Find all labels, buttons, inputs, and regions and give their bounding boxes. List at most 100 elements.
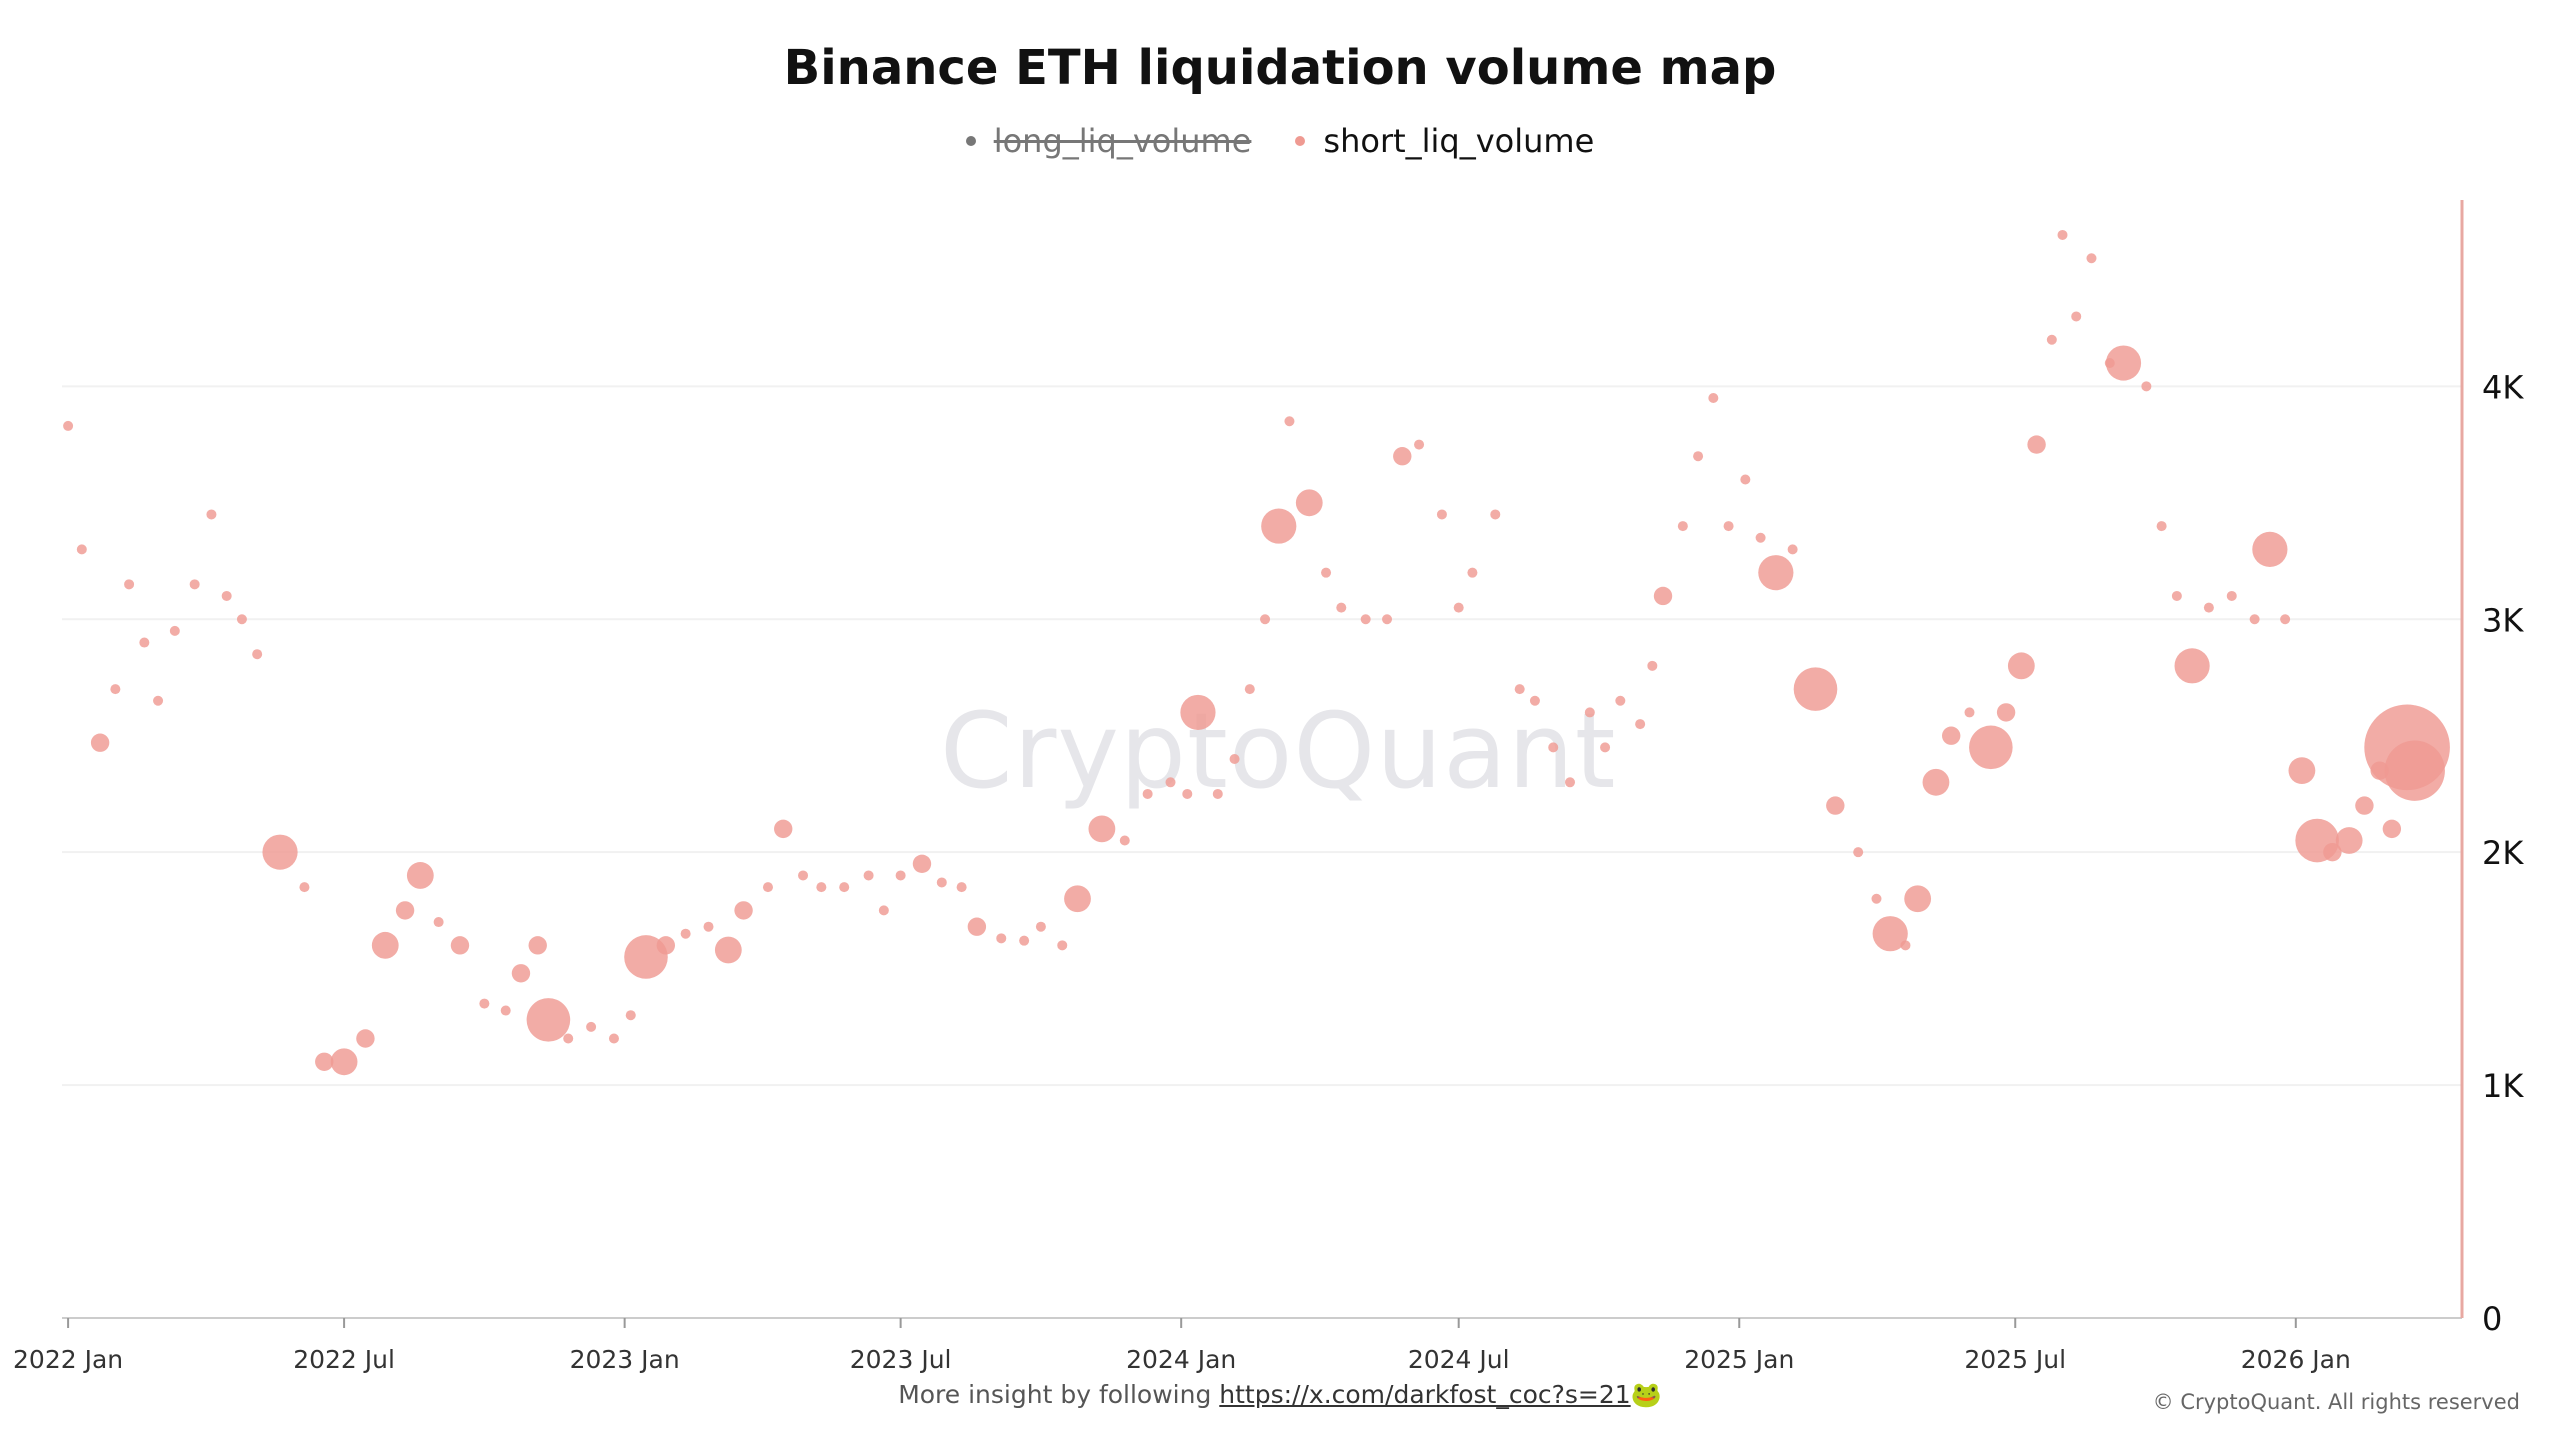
data-point [221,590,232,601]
data-point [1261,508,1297,544]
data-point [1548,742,1559,753]
data-point [1635,719,1646,730]
legend-label-long: long_liq_volume [993,122,1252,160]
footer-link[interactable]: https://x.com/darkfost_coc?s=21 [1219,1380,1631,1409]
data-point [406,862,434,889]
data-point [1019,935,1030,946]
data-point [2171,590,2182,601]
data-point [936,877,947,888]
data-point [1284,416,1295,427]
data-point [1922,768,1950,796]
data-point [1514,684,1525,695]
data-point [1677,521,1688,532]
data-point [1996,703,2016,722]
data-point [1165,777,1176,788]
data-point [1615,695,1626,706]
data-point [2027,435,2046,454]
data-point [206,509,217,520]
data-point [2384,740,2445,801]
data-point [124,579,135,590]
x-tick-label: 2025 Jan [1684,1345,1794,1374]
data-point [798,870,809,881]
data-point [110,684,121,695]
data-point [76,544,87,555]
data-point [1260,614,1271,625]
data-point [1182,788,1193,799]
copyright: © CryptoQuant. All rights reserved [2152,1390,2520,1414]
data-point [863,870,874,881]
data-point [2226,590,2237,601]
watermark: CryptoQuant [940,690,1617,812]
data-point [774,819,793,839]
legend-dot-icon [1295,136,1306,146]
legend-item-short[interactable]: short_liq_volume [1295,122,1594,160]
data-point [1057,940,1068,951]
data-point [450,936,470,955]
data-point [2046,334,2057,345]
x-tick-label: 2025 Jul [1964,1345,2066,1374]
x-tick-label: 2024 Jul [1408,1345,1510,1374]
data-point [625,1010,636,1021]
data-point [895,870,906,881]
data-point [1787,544,1798,555]
y-tick-label: 1K [2482,1067,2524,1105]
footer-prefix: More insight by following [898,1380,1220,1409]
data-point [656,936,676,955]
data-point [1826,796,1845,815]
data-point [2335,827,2363,854]
data-point [1436,509,1447,520]
data-point [526,998,571,1042]
data-point [315,1052,334,1071]
data-point [511,964,531,983]
x-tick-label: 2023 Jan [570,1345,680,1374]
x-tick-label: 2026 Jan [2241,1345,2351,1374]
data-point [816,882,827,893]
data-point [1853,847,1864,858]
data-point [153,695,164,706]
data-point [2141,381,2152,392]
data-point [2071,311,2082,322]
data-point [1969,725,2013,770]
data-point [2105,345,2142,381]
data-point [1964,707,1975,718]
footer: More insight by following https://x.com/… [0,1380,2560,1410]
data-point [1740,474,1751,485]
data-point [479,998,490,1009]
data-point [1708,392,1719,403]
data-point [839,882,850,893]
data-point [967,917,987,936]
data-point [1382,614,1393,625]
data-point [1321,567,1332,578]
axes: 0 1K 2K 3K 4K 2022 Jan 2022 Jul 2023 Jan 2023 Ju… [13,200,2524,1374]
data-point [1584,707,1595,718]
x-tick-label: 2022 Jul [293,1345,395,1374]
data-point [1180,694,1216,731]
data-point [1900,940,1911,951]
data-point [1142,788,1153,799]
data-point [1653,586,1673,606]
data-point [356,1029,375,1048]
data-point [956,882,967,893]
data-point [1244,684,1255,695]
y-tick-label: 4K [2482,368,2524,406]
chart-title: Binance ETH liquidation volume map [783,40,1777,96]
x-tick-label: 2024 Jan [1126,1345,1236,1374]
data-point [1693,451,1704,462]
data-point [2203,602,2214,613]
data-point [2249,614,2260,625]
data-point [1467,567,1478,578]
data-point [2086,253,2097,264]
data-point [680,928,691,939]
data-point [2382,819,2402,839]
data-point [1871,893,1882,904]
data-point [395,901,415,920]
grid [62,385,2462,1087]
data-point [1723,521,1734,532]
data-points [63,229,2450,1076]
data-point [1600,742,1611,753]
data-point [1393,447,1412,466]
data-point [90,733,110,752]
legend-item-long[interactable]: long_liq_volume [965,122,1252,160]
data-point [1119,835,1130,846]
